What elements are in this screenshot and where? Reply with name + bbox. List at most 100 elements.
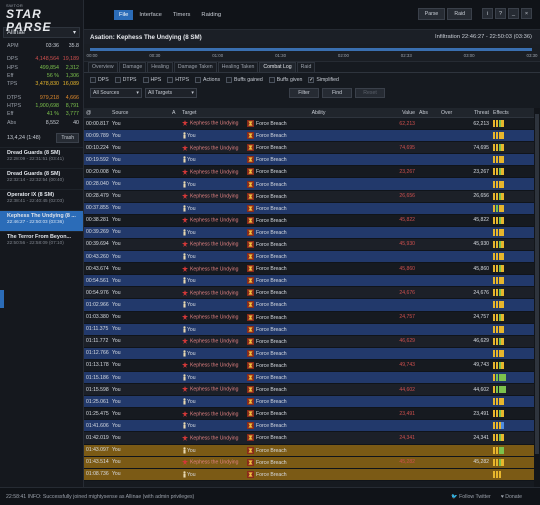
- tab-healing-taken[interactable]: Healing Taken: [217, 62, 259, 72]
- table-row[interactable]: 00:38.281 You Kephess the Undying Force Bre…: [84, 215, 534, 227]
- raid-button[interactable]: Raid: [447, 8, 472, 20]
- filter-button[interactable]: Filter: [289, 87, 319, 98]
- checkbox-actions[interactable]: Actions: [195, 76, 220, 83]
- fight-item[interactable]: The Terror From Beyon... 22:50:56 - 22:58…: [0, 230, 83, 252]
- table-row[interactable]: 01:15.186 You You Force Breach: [84, 371, 534, 385]
- find-button[interactable]: Find: [322, 87, 352, 98]
- checkbox-simplified[interactable]: ✓ Simplified: [308, 76, 339, 83]
- close-icon[interactable]: ×: [521, 8, 532, 19]
- trash-button[interactable]: Trash: [56, 132, 79, 143]
- col-header-at[interactable]: @: [86, 109, 92, 116]
- table-row[interactable]: 00:19.592 You You Force Breach: [84, 154, 534, 167]
- table-row[interactable]: 01:03.380 You Kephess the Undying Force Bre…: [84, 312, 534, 324]
- menu-timers[interactable]: Timers: [172, 11, 191, 18]
- tab-overview[interactable]: Overview: [88, 62, 118, 72]
- table-row[interactable]: 00:39.694 You Kephess the Undying Force Bre…: [84, 238, 534, 252]
- scrollbar-thumb[interactable]: [535, 114, 539, 454]
- fight-item[interactable]: Operator IX (8 SM) 22:38:41 - 22:40:45 (0…: [0, 188, 83, 210]
- follow-twitter-link[interactable]: 🐦 Follow Twitter: [451, 494, 491, 500]
- checkbox-box[interactable]: [268, 76, 275, 83]
- table-row[interactable]: 01:25.475 You Kephess the Undying Force Bre…: [84, 408, 534, 421]
- col-header-ability[interactable]: Ability: [311, 109, 326, 116]
- col-header-threat[interactable]: Threat: [474, 109, 489, 116]
- checkbox-dps[interactable]: DPS: [90, 76, 109, 83]
- table-row[interactable]: 00:28.040 You You Force Breach: [84, 178, 534, 191]
- timeline[interactable]: 00:00 00:30 01:00 01:30 02:00 02:33 03:00 03:30: [84, 44, 540, 62]
- stat-rate: 16,089: [62, 81, 79, 88]
- col-header-source[interactable]: Source: [112, 109, 129, 116]
- source-select[interactable]: All Sources ▾: [90, 87, 142, 98]
- table-row[interactable]: 01:25.061 You You Force Breach: [84, 396, 534, 409]
- table-row[interactable]: 00:39.269 You You Force Breach: [84, 226, 534, 239]
- fight-item[interactable]: Dread Guards (8 SM) 22:32:14 - 22:32:54 (…: [0, 167, 83, 189]
- table-row[interactable]: 00:43.674 You Kephess the Undying Force Bre…: [84, 263, 534, 276]
- info-icon[interactable]: i: [482, 8, 493, 19]
- checkbox-buffs-gained[interactable]: Buffs gained: [226, 76, 263, 83]
- table-row[interactable]: 01:11.772 You Kephess the Undying Force Bre…: [84, 335, 534, 348]
- table-row[interactable]: 00:09.789 You You Force Breach: [84, 130, 534, 143]
- player-icon: [182, 422, 187, 429]
- menu-interface[interactable]: Interface: [139, 11, 162, 18]
- checkbox-box[interactable]: [142, 76, 149, 83]
- table-row[interactable]: 01:15.598 You Kephess the Undying Force Bre…: [84, 384, 534, 397]
- character-selector[interactable]: Allinae ▾: [3, 27, 80, 38]
- cell-target: Kephess the Undying: [180, 410, 245, 417]
- table-row[interactable]: 01:12.766 You You Force Breach: [84, 347, 534, 360]
- col-header-target[interactable]: Target: [182, 109, 197, 116]
- table-row[interactable]: 00:43.260 You You Force Breach: [84, 251, 534, 264]
- table-row[interactable]: 01:02.966 You You Force Breach: [84, 299, 534, 312]
- table-row[interactable]: 01:13.178 You Kephess the Undying Force Bre…: [84, 360, 534, 372]
- minimize-icon[interactable]: _: [508, 8, 519, 19]
- menu-raiding[interactable]: Raiding: [201, 11, 222, 18]
- col-header-a[interactable]: A: [172, 109, 176, 116]
- timeline-range[interactable]: [90, 48, 532, 51]
- tab-raid[interactable]: Raid: [296, 62, 316, 72]
- table-row[interactable]: 01:11.375 You You Force Breach: [84, 323, 534, 336]
- table-row[interactable]: 01:42.019 You Kephess the Undying Force Bre…: [84, 432, 534, 445]
- table-row[interactable]: 01:43.514 You Kephess the Undying Force Bre…: [84, 456, 534, 469]
- tab-combat-log[interactable]: Combat Log: [259, 62, 296, 72]
- table-row[interactable]: 00:54.976 You Kephess the Undying Force Bre…: [84, 287, 534, 300]
- reset-button[interactable]: Reset: [355, 87, 385, 98]
- table-row[interactable]: 00:28.479 You Kephess the Undying Force Bre…: [84, 190, 534, 203]
- effect-icon: [495, 313, 499, 321]
- vertical-scrollbar[interactable]: [534, 108, 540, 487]
- col-header-effects[interactable]: Effects: [493, 109, 509, 116]
- timeline-track[interactable]: [90, 48, 532, 51]
- col-header-abs[interactable]: Abs: [419, 109, 428, 116]
- timeline-label: 02:00: [337, 53, 349, 58]
- tab-healing[interactable]: Healing: [147, 62, 173, 72]
- col-header-over[interactable]: Over: [441, 109, 453, 116]
- table-row[interactable]: 00:54.561 You You Force Breach: [84, 275, 534, 288]
- cell-ability: Force Breach: [245, 132, 390, 140]
- table-row[interactable]: 01:08.736 You You Force Breach: [84, 468, 534, 481]
- tab-damage[interactable]: Damage: [118, 62, 147, 72]
- fight-item[interactable]: Dread Guards (8 SM) 22:28:09 - 22:31:51 (…: [0, 146, 83, 168]
- table-row[interactable]: 01:41.606 You You Force Breach: [84, 420, 534, 433]
- side-tab-handle[interactable]: [0, 290, 4, 308]
- checkbox-box[interactable]: [226, 76, 233, 83]
- checkbox-box[interactable]: ✓: [308, 76, 315, 83]
- checkbox-box[interactable]: [167, 76, 174, 83]
- target-select[interactable]: All Targets ▾: [145, 87, 197, 98]
- table-row[interactable]: 00:37.855 You You Force Breach: [84, 202, 534, 215]
- checkbox-hps[interactable]: HPS: [142, 76, 161, 83]
- checkbox-box[interactable]: [90, 76, 96, 83]
- checkbox-box[interactable]: [195, 76, 202, 83]
- checkbox-htps[interactable]: HTPS: [167, 76, 189, 83]
- fight-item[interactable]: Kephess The Undying (8 ... 22:46:27 - 22:…: [0, 209, 83, 231]
- checkbox-buffs-given[interactable]: Buffs given: [268, 76, 302, 83]
- cell-time: 01:03.380: [86, 314, 109, 321]
- menu-file[interactable]: File: [114, 9, 134, 20]
- checkbox-box[interactable]: [114, 76, 121, 83]
- parse-button[interactable]: Parse: [417, 8, 446, 20]
- table-row[interactable]: 01:43.097 You You Force Breach: [84, 444, 534, 457]
- col-header-value[interactable]: Value: [402, 109, 415, 116]
- table-row[interactable]: 00:10.224 You Kephess the Undying Force Bre…: [84, 142, 534, 155]
- pin-icon[interactable]: ?: [495, 8, 506, 19]
- tab-damage-taken[interactable]: Damage Taken: [173, 62, 217, 72]
- table-row[interactable]: 00:20.008 You Kephess the Undying Force Bre…: [84, 166, 534, 179]
- donate-link[interactable]: ♥ Donate: [501, 494, 522, 500]
- table-row[interactable]: 00:00.817 You Kephess the Undying Force Bre…: [84, 118, 534, 131]
- checkbox-dtps[interactable]: DTPS: [114, 76, 137, 83]
